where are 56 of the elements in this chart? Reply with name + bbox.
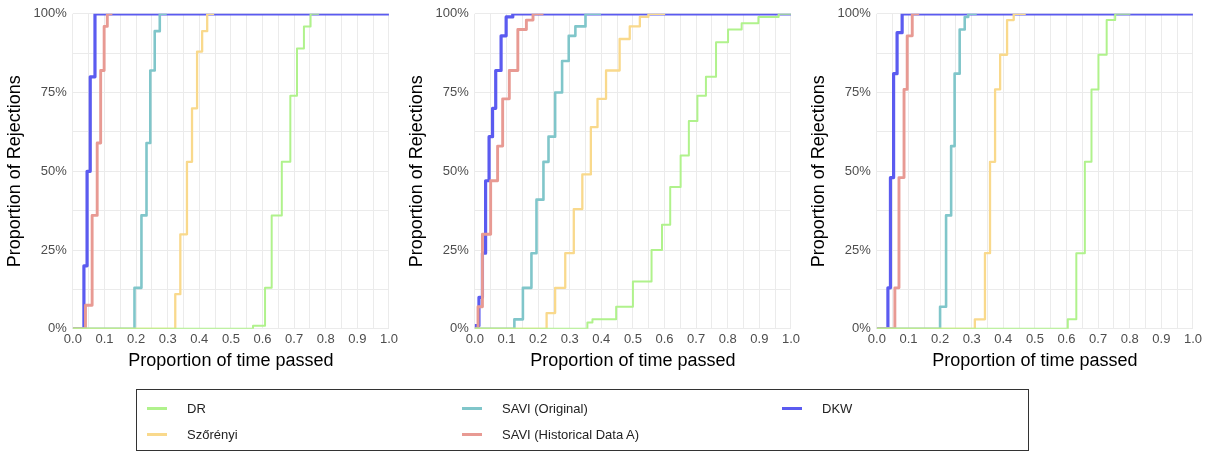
x-tick-label: 0.7 [687,331,706,347]
legend-label: DKW [822,400,853,416]
x-tick-label: 0.5 [221,331,240,347]
legend-label: SAVI (Historical Data A) [502,426,640,442]
x-axis-title: Proportion of time passed [932,350,1138,371]
x-tick-label: 0.8 [1120,331,1139,347]
x-tick-label: 0.2 [529,331,548,347]
x-tick-label: 0.3 [560,331,579,347]
x-tick-label: 0.8 [718,331,737,347]
x-tick-label: 0.6 [1057,331,1076,347]
x-tick-label: 0.2 [127,331,146,347]
x-tick-label: 1.0 [379,331,398,347]
x-tick-label: 0.8 [316,331,335,347]
x-tick-label: 0.1 [95,331,114,347]
y-tick-label: 75% [844,84,872,100]
y-tick-label: 75% [442,84,470,100]
x-tick-label: 0.9 [1152,331,1171,347]
x-tick-label: 0.9 [750,331,769,347]
x-tick-label: 0.5 [1025,331,1044,347]
y-tick-label: 100% [435,5,470,21]
x-tick-label: 1.0 [781,331,800,347]
y-tick-label: 100% [837,5,872,21]
legend-label: SAVI (Original) [502,400,588,416]
x-tick-label: 0.9 [348,331,367,347]
y-tick-label: 50% [40,162,68,178]
x-tick-label: 0.4 [994,331,1013,347]
y-axis-title: Proportion of Rejections [3,75,24,268]
x-tick-label: 0.4 [190,331,209,347]
x-tick-label: 0.6 [253,331,272,347]
x-tick-label: 0.1 [497,331,516,347]
y-tick-label: 25% [40,241,68,257]
y-tick-label: 50% [442,162,470,178]
x-tick-label: 0.3 [962,331,981,347]
y-tick-label: 75% [40,84,68,100]
x-tick-label: 0.7 [285,331,304,347]
x-tick-label: 0.6 [655,331,674,347]
y-tick-label: 100% [33,5,68,21]
y-tick-label: 25% [844,241,872,257]
x-tick-label: 0.0 [63,331,82,347]
x-tick-label: 1.0 [1183,331,1202,347]
x-tick-label: 0.0 [465,331,484,347]
x-tick-label: 0.4 [592,331,611,347]
x-axis-title: Proportion of time passed [128,350,334,371]
y-tick-label: 25% [442,241,470,257]
x-axis-title: Proportion of time passed [530,350,736,371]
legend-label: Szőrényi [187,426,238,442]
y-tick-label: 50% [844,162,872,178]
y-axis-title: Proportion of Rejections [405,75,426,268]
x-tick-label: 0.3 [158,331,177,347]
x-tick-label: 0.5 [623,331,642,347]
x-tick-label: 0.0 [867,331,886,347]
y-axis-title: Proportion of Rejections [807,75,828,268]
x-tick-label: 0.7 [1089,331,1108,347]
legend-label: DR [187,400,206,416]
x-tick-label: 0.1 [899,331,918,347]
x-tick-label: 0.2 [931,331,950,347]
